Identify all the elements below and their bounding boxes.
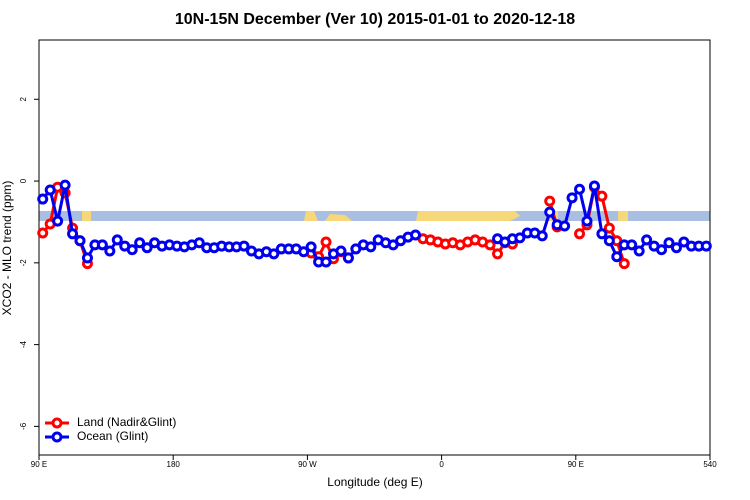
point: [618, 258, 630, 270]
ocean-band: [39, 211, 710, 221]
point: [514, 232, 526, 244]
point: [544, 206, 556, 218]
point: [37, 227, 49, 239]
point: [410, 229, 422, 241]
x-tick-label: 90 E: [568, 460, 584, 469]
point: [670, 242, 682, 254]
point: [81, 252, 93, 264]
point: [492, 248, 504, 260]
point: [544, 195, 556, 207]
y-tick-label: 0: [19, 178, 28, 183]
point: [596, 190, 608, 202]
legend-marker: [51, 431, 63, 443]
land-patch: [325, 214, 352, 221]
point: [268, 248, 280, 260]
point: [641, 234, 653, 246]
point: [298, 246, 310, 258]
legend-label: Ocean (Glint): [77, 429, 148, 443]
point: [141, 242, 153, 254]
y-tick-label: -2: [19, 259, 28, 267]
legend-label: Land (Nadir&Glint): [77, 415, 176, 429]
y-tick-label: -6: [19, 422, 28, 430]
point: [633, 245, 645, 257]
x-tick-label: 180: [167, 460, 181, 469]
point: [67, 228, 79, 240]
point: [596, 228, 608, 240]
x-tick-label: 90 W: [298, 460, 317, 469]
point: [603, 222, 615, 234]
point: [566, 192, 578, 204]
point: [59, 179, 71, 191]
chart-title: 10N-15N December (Ver 10) 2015-01-01 to …: [175, 11, 575, 28]
point: [536, 230, 548, 242]
point: [626, 239, 638, 251]
y-tick-label: -4: [19, 341, 28, 349]
point: [484, 239, 496, 251]
point: [193, 237, 205, 249]
land-patch: [416, 211, 520, 221]
point: [305, 241, 317, 253]
land-patch: [618, 211, 628, 221]
point: [663, 237, 675, 249]
point: [52, 215, 64, 227]
point: [238, 240, 250, 252]
y-axis-label: XCO2 - MLO trend (ppm): [0, 181, 14, 316]
point: [320, 236, 332, 248]
land-patch: [304, 211, 318, 221]
legend-marker: [51, 417, 63, 429]
land-patch: [82, 211, 91, 221]
point: [104, 245, 116, 257]
point: [559, 220, 571, 232]
point: [581, 215, 593, 227]
point: [656, 244, 668, 256]
point: [37, 193, 49, 205]
x-tick-label: 90 E: [31, 460, 47, 469]
point: [342, 252, 354, 264]
x-axis-label: Longitude (deg E): [327, 475, 422, 489]
point: [74, 235, 86, 247]
y-tick-label: 2: [19, 97, 28, 102]
point: [126, 244, 138, 256]
point: [588, 180, 600, 192]
x-tick-label: 540: [703, 460, 717, 469]
point: [700, 240, 712, 252]
point: [134, 237, 146, 249]
map-strip: [39, 211, 710, 221]
point: [611, 251, 623, 263]
point: [335, 245, 347, 257]
x-tick-label: 0: [439, 460, 444, 469]
point: [320, 256, 332, 268]
point: [111, 234, 123, 246]
point: [96, 239, 108, 251]
point: [44, 184, 56, 196]
point: [603, 235, 615, 247]
point: [574, 183, 586, 195]
point: [574, 228, 586, 240]
point: [365, 241, 377, 253]
